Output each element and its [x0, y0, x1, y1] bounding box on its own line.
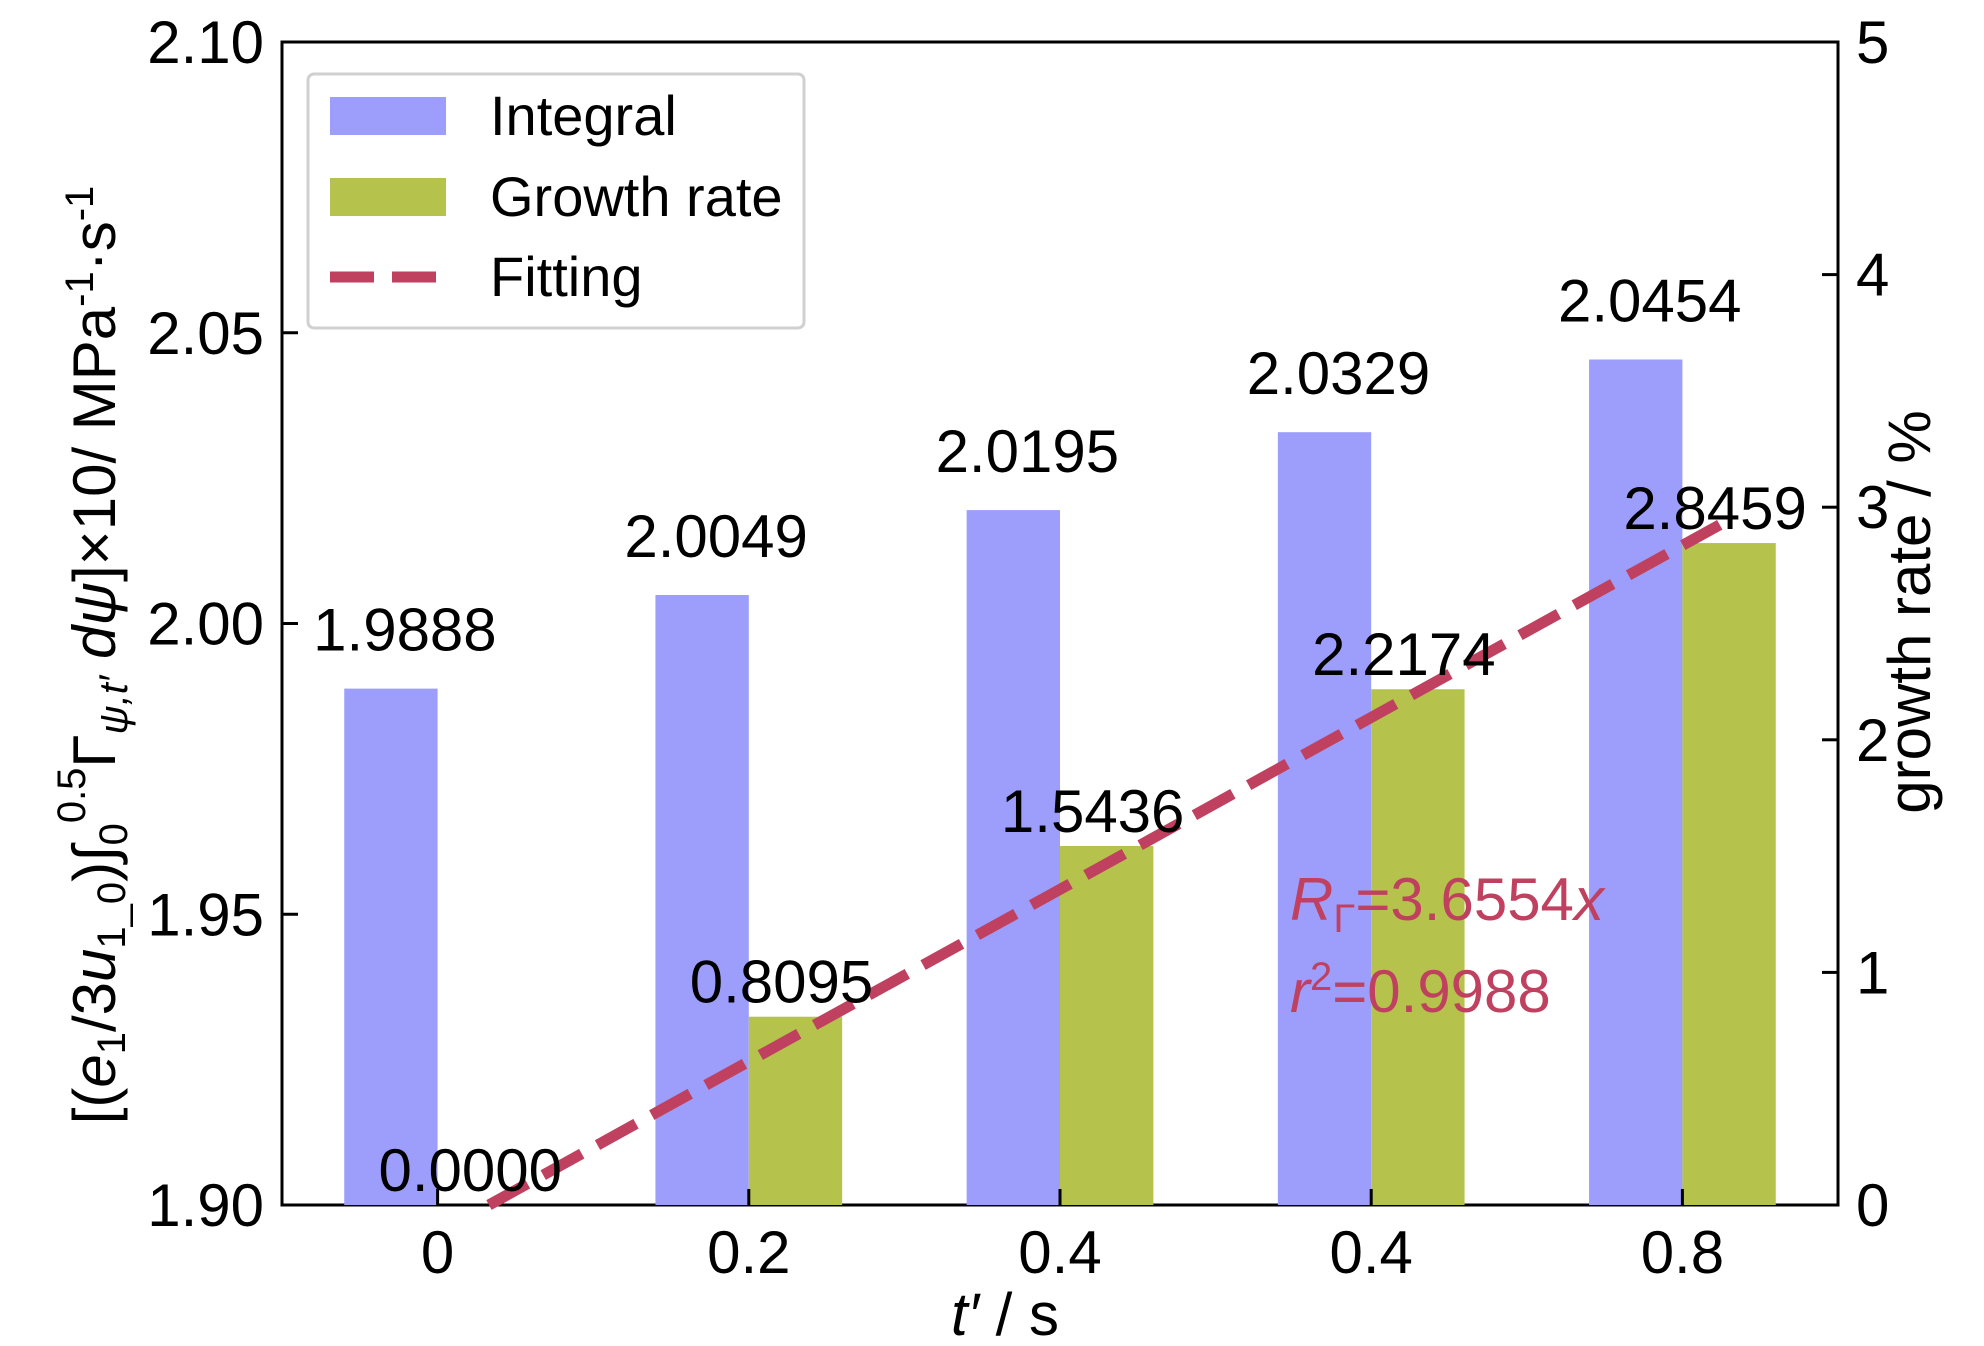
x-tick-label: 0.4	[1018, 1219, 1101, 1286]
fitting-line-group	[486, 519, 1723, 1210]
fit-r-squared: r2=0.9988	[1290, 955, 1551, 1025]
growth-rate-bar	[1371, 689, 1465, 1205]
right-axis: 0 1 2 3 4 5	[1822, 9, 1889, 1239]
integral-value-label: 1.9888	[313, 597, 497, 664]
integral-bar	[655, 595, 749, 1205]
integral-value-label: 2.0454	[1558, 267, 1742, 334]
x-tick-label: 0.2	[707, 1219, 790, 1286]
y-right-tick-label: 5	[1856, 9, 1889, 76]
legend: Integral Growth rate Fitting	[306, 72, 806, 330]
integral-value-label: 2.0049	[624, 503, 808, 570]
y-right-tick-label: 3	[1856, 474, 1889, 541]
growth-rate-value-label: 1.5436	[1001, 778, 1185, 845]
growth-rate-bar	[1060, 845, 1154, 1205]
legend-label-fitting: Fitting	[490, 245, 643, 308]
integral-bar	[966, 510, 1060, 1205]
y-right-axis-title: growth rate / %	[1876, 410, 1943, 814]
y-right-tick-label: 0	[1856, 1172, 1889, 1239]
x-tick-label: 0	[421, 1219, 454, 1286]
integral-value-label: 2.0329	[1247, 340, 1431, 407]
legend-box	[306, 72, 806, 330]
left-axis: 1.90 1.95 2.00 2.05 2.10	[147, 9, 298, 1239]
legend-label-growth-rate: Growth rate	[490, 165, 783, 228]
x-tick-label: 0.4	[1329, 1219, 1412, 1286]
y-left-tick-label: 1.90	[147, 1172, 264, 1239]
legend-label-integral: Integral	[490, 84, 677, 147]
x-axis: 0 0.2 0.4 0.4 0.8	[421, 1189, 1724, 1286]
y-right-tick-label: 2	[1856, 707, 1889, 774]
growth-rate-bars	[748, 543, 1776, 1205]
y-left-tick-label: 1.95	[147, 881, 264, 948]
integral-bar	[1277, 432, 1372, 1205]
growth-rate-value-label: 0.0000	[379, 1137, 563, 1204]
growth-rate-value-label: 2.2174	[1312, 621, 1496, 688]
legend-swatch-integral	[330, 97, 446, 135]
x-axis-title: t′ / s	[951, 1281, 1059, 1346]
y-right-tick-label: 1	[1856, 939, 1889, 1006]
y-left-tick-label: 2.00	[147, 591, 264, 658]
growth-rate-bar	[1682, 543, 1776, 1205]
y-left-tick-label: 2.10	[147, 9, 264, 76]
growth-rate-value-label: 0.8095	[690, 949, 874, 1016]
integral-bar	[1589, 359, 1683, 1205]
fitting-line	[486, 519, 1723, 1210]
growth-rate-bar	[748, 1016, 843, 1205]
legend-swatch-growth-rate	[330, 178, 446, 216]
y-left-tick-label: 2.05	[147, 300, 264, 367]
y-left-axis-title: [(e1/3u1_0)∫00.5Γψ,t′ dψ]×10/ MPa-1·s-1	[50, 186, 136, 1125]
fit-equation: RΓ=3.6554x	[1290, 866, 1606, 941]
growth-rate-value-label: 2.8459	[1623, 475, 1807, 542]
x-tick-label: 0.8	[1641, 1219, 1724, 1286]
y-right-tick-label: 4	[1856, 242, 1889, 309]
integral-value-label: 2.0195	[936, 418, 1120, 485]
integral-bar	[344, 688, 438, 1205]
data-labels: 1.9888 2.0049 2.0195 2.0329 2.0454 0.0000 0.80…	[313, 267, 1807, 1204]
plot-area: 1.9888 2.0049 2.0195 2.0329 2.0454 0.0000 0.80…	[280, 40, 1840, 1210]
